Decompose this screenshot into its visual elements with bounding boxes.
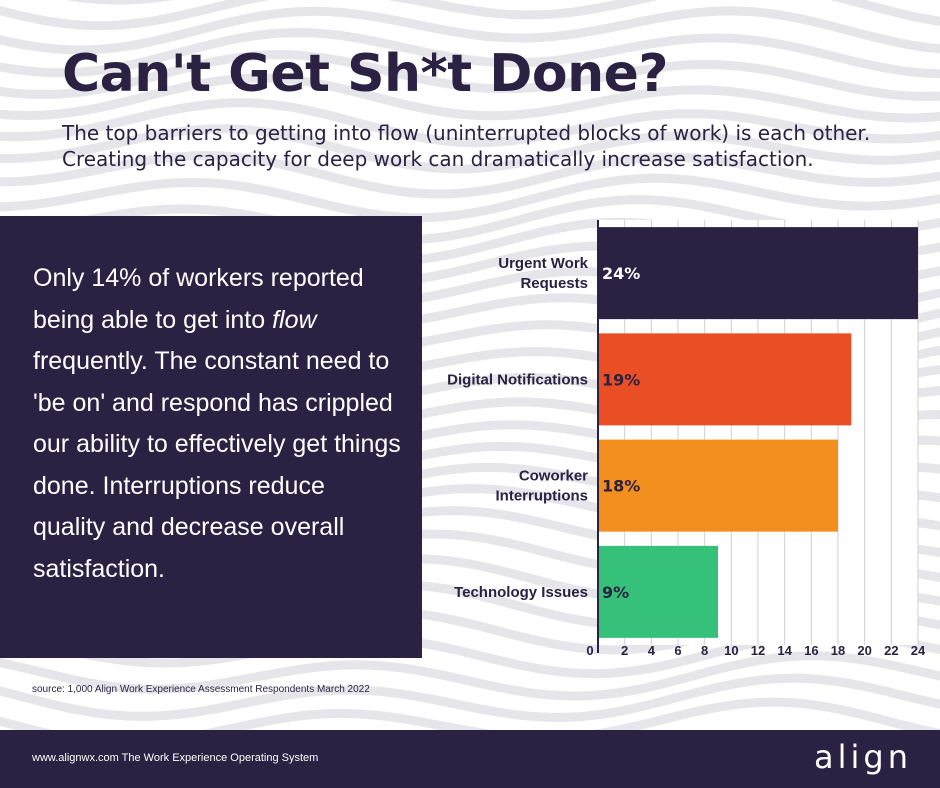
wave-line: [0, 0, 940, 31]
x-tick-label: 12: [751, 643, 765, 658]
data-label: 19%: [602, 370, 640, 389]
wave-line: [0, 173, 940, 223]
wave-line: [0, 124, 940, 174]
x-tick-label: 0: [586, 643, 593, 658]
x-tick-label: 14: [777, 643, 792, 658]
x-tick-label: 6: [674, 643, 681, 658]
bar-2: [598, 439, 838, 532]
wave-line: [0, 6, 940, 55]
bar-3: [598, 545, 718, 638]
category-label: Technology Issues: [454, 584, 588, 601]
callout-emphasis: flow: [272, 305, 317, 334]
wave-line: [0, 673, 940, 722]
wave-line: [0, 50, 940, 101]
data-label: 18%: [602, 477, 640, 496]
callout-text-before: Only 14% of workers reported being able …: [33, 264, 364, 334]
wave-line: [0, 28, 940, 79]
x-tick-label: 18: [831, 643, 845, 658]
x-tick-label: 2: [621, 643, 628, 658]
page-subtitle: The top barriers to getting into flow (u…: [62, 121, 871, 171]
x-tick-label: 24: [911, 643, 925, 658]
category-label: Urgent Work: [498, 255, 588, 272]
source-note: source: 1,000 Align Work Experience Asse…: [32, 684, 370, 695]
data-label: 9%: [602, 583, 629, 602]
category-label: Requests: [520, 275, 588, 292]
page-title: Can't Get Sh*t Done?: [62, 44, 669, 104]
wave-line: [0, 651, 940, 701]
category-label: Digital Notifications: [447, 371, 588, 388]
x-tick-label: 20: [857, 643, 871, 658]
bar-chart: 24% Urgent Work Requests 19% Digital Notific…: [447, 220, 925, 658]
wave-line: [0, 697, 940, 730]
callout-panel: [0, 216, 422, 658]
align-logo: align: [814, 738, 912, 776]
wave-line: [0, 98, 940, 148]
callout-text-after: frequently. The constant need to 'be on'…: [33, 347, 401, 583]
footer-url[interactable]: www.alignwx.com The Work Experience Oper…: [32, 752, 319, 764]
x-tick-label: 8: [701, 643, 708, 658]
footer-bar: www.alignwx.com The Work Experience Oper…: [0, 730, 940, 788]
bar-1: [598, 333, 852, 426]
bar-0: [598, 227, 918, 320]
x-tick-label: 16: [804, 643, 818, 658]
category-label: Interruptions: [496, 488, 589, 505]
data-label: 24%: [602, 264, 640, 283]
callout-text: Only 14% of workers reported being able …: [33, 258, 403, 590]
x-tick-label: 22: [884, 643, 898, 658]
wave-line: [0, 73, 940, 123]
x-tick-label: 10: [724, 643, 738, 658]
category-label: Coworker: [519, 468, 588, 485]
x-tick-label: 4: [648, 643, 656, 658]
wave-line: [0, 151, 940, 199]
